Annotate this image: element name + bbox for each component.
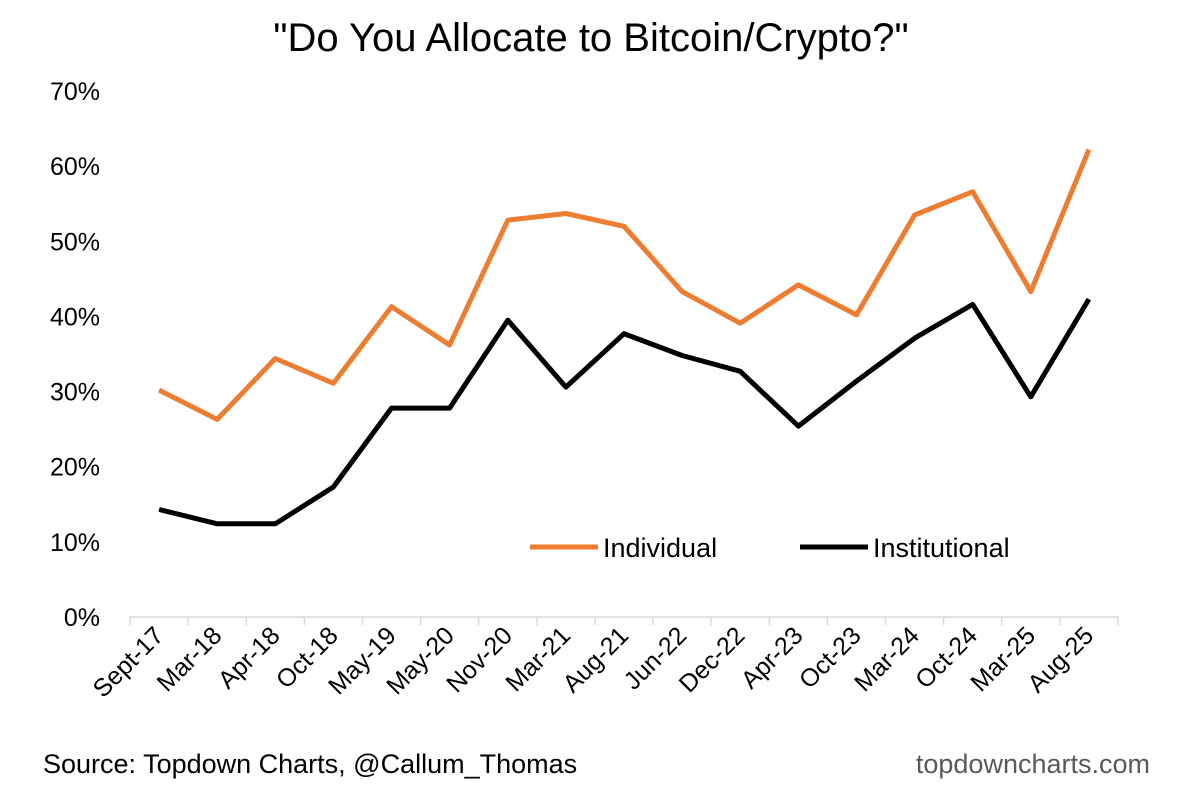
- x-tick-label: Aug-25: [1022, 621, 1099, 698]
- y-axis-ticks: 0% 10% 20% 30% 40% 50% 60% 70%: [50, 78, 100, 632]
- y-tick-label: 20%: [50, 454, 100, 482]
- legend-label: Individual: [603, 533, 717, 563]
- x-tick-label: Mar-18: [152, 621, 228, 697]
- chart-title: "Do You Allocate to Bitcoin/Crypto?": [273, 16, 909, 60]
- axes: [129, 616, 1119, 625]
- y-tick-label: 70%: [50, 78, 100, 106]
- y-tick-label: 10%: [50, 529, 100, 557]
- x-tick-label: Mar-24: [849, 621, 925, 697]
- y-tick-label: 30%: [50, 379, 100, 407]
- series-lines: [157, 148, 1092, 527]
- legend-item-individual: Individual: [530, 533, 717, 563]
- series-line-individual: [157, 148, 1092, 422]
- y-tick-label: 60%: [50, 153, 100, 181]
- x-tick-label: Nov-20: [441, 621, 518, 698]
- legend-label: Institutional: [873, 533, 1010, 563]
- x-tick-label: Apr-23: [736, 621, 809, 694]
- x-axis-ticks: Sept-17Mar-18Apr-18Oct-18May-19May-20Nov…: [88, 621, 1100, 703]
- legend-item-institutional: Institutional: [800, 533, 1010, 563]
- website-watermark: topdowncharts.com: [915, 749, 1150, 779]
- y-tick-label: 0%: [64, 604, 100, 632]
- source-note: Source: Topdown Charts, @Callum_Thomas: [43, 749, 578, 779]
- y-tick-label: 40%: [50, 303, 100, 331]
- x-tick-label: Sept-17: [88, 621, 170, 703]
- y-tick-label: 50%: [50, 228, 100, 256]
- x-tick-label: Dec-22: [674, 621, 751, 698]
- series-line-institutional: [158, 297, 1092, 527]
- x-tick-label: Aug-21: [557, 621, 634, 698]
- x-tick-label: Apr-18: [213, 621, 286, 694]
- legend: Individual Institutional: [530, 533, 1010, 563]
